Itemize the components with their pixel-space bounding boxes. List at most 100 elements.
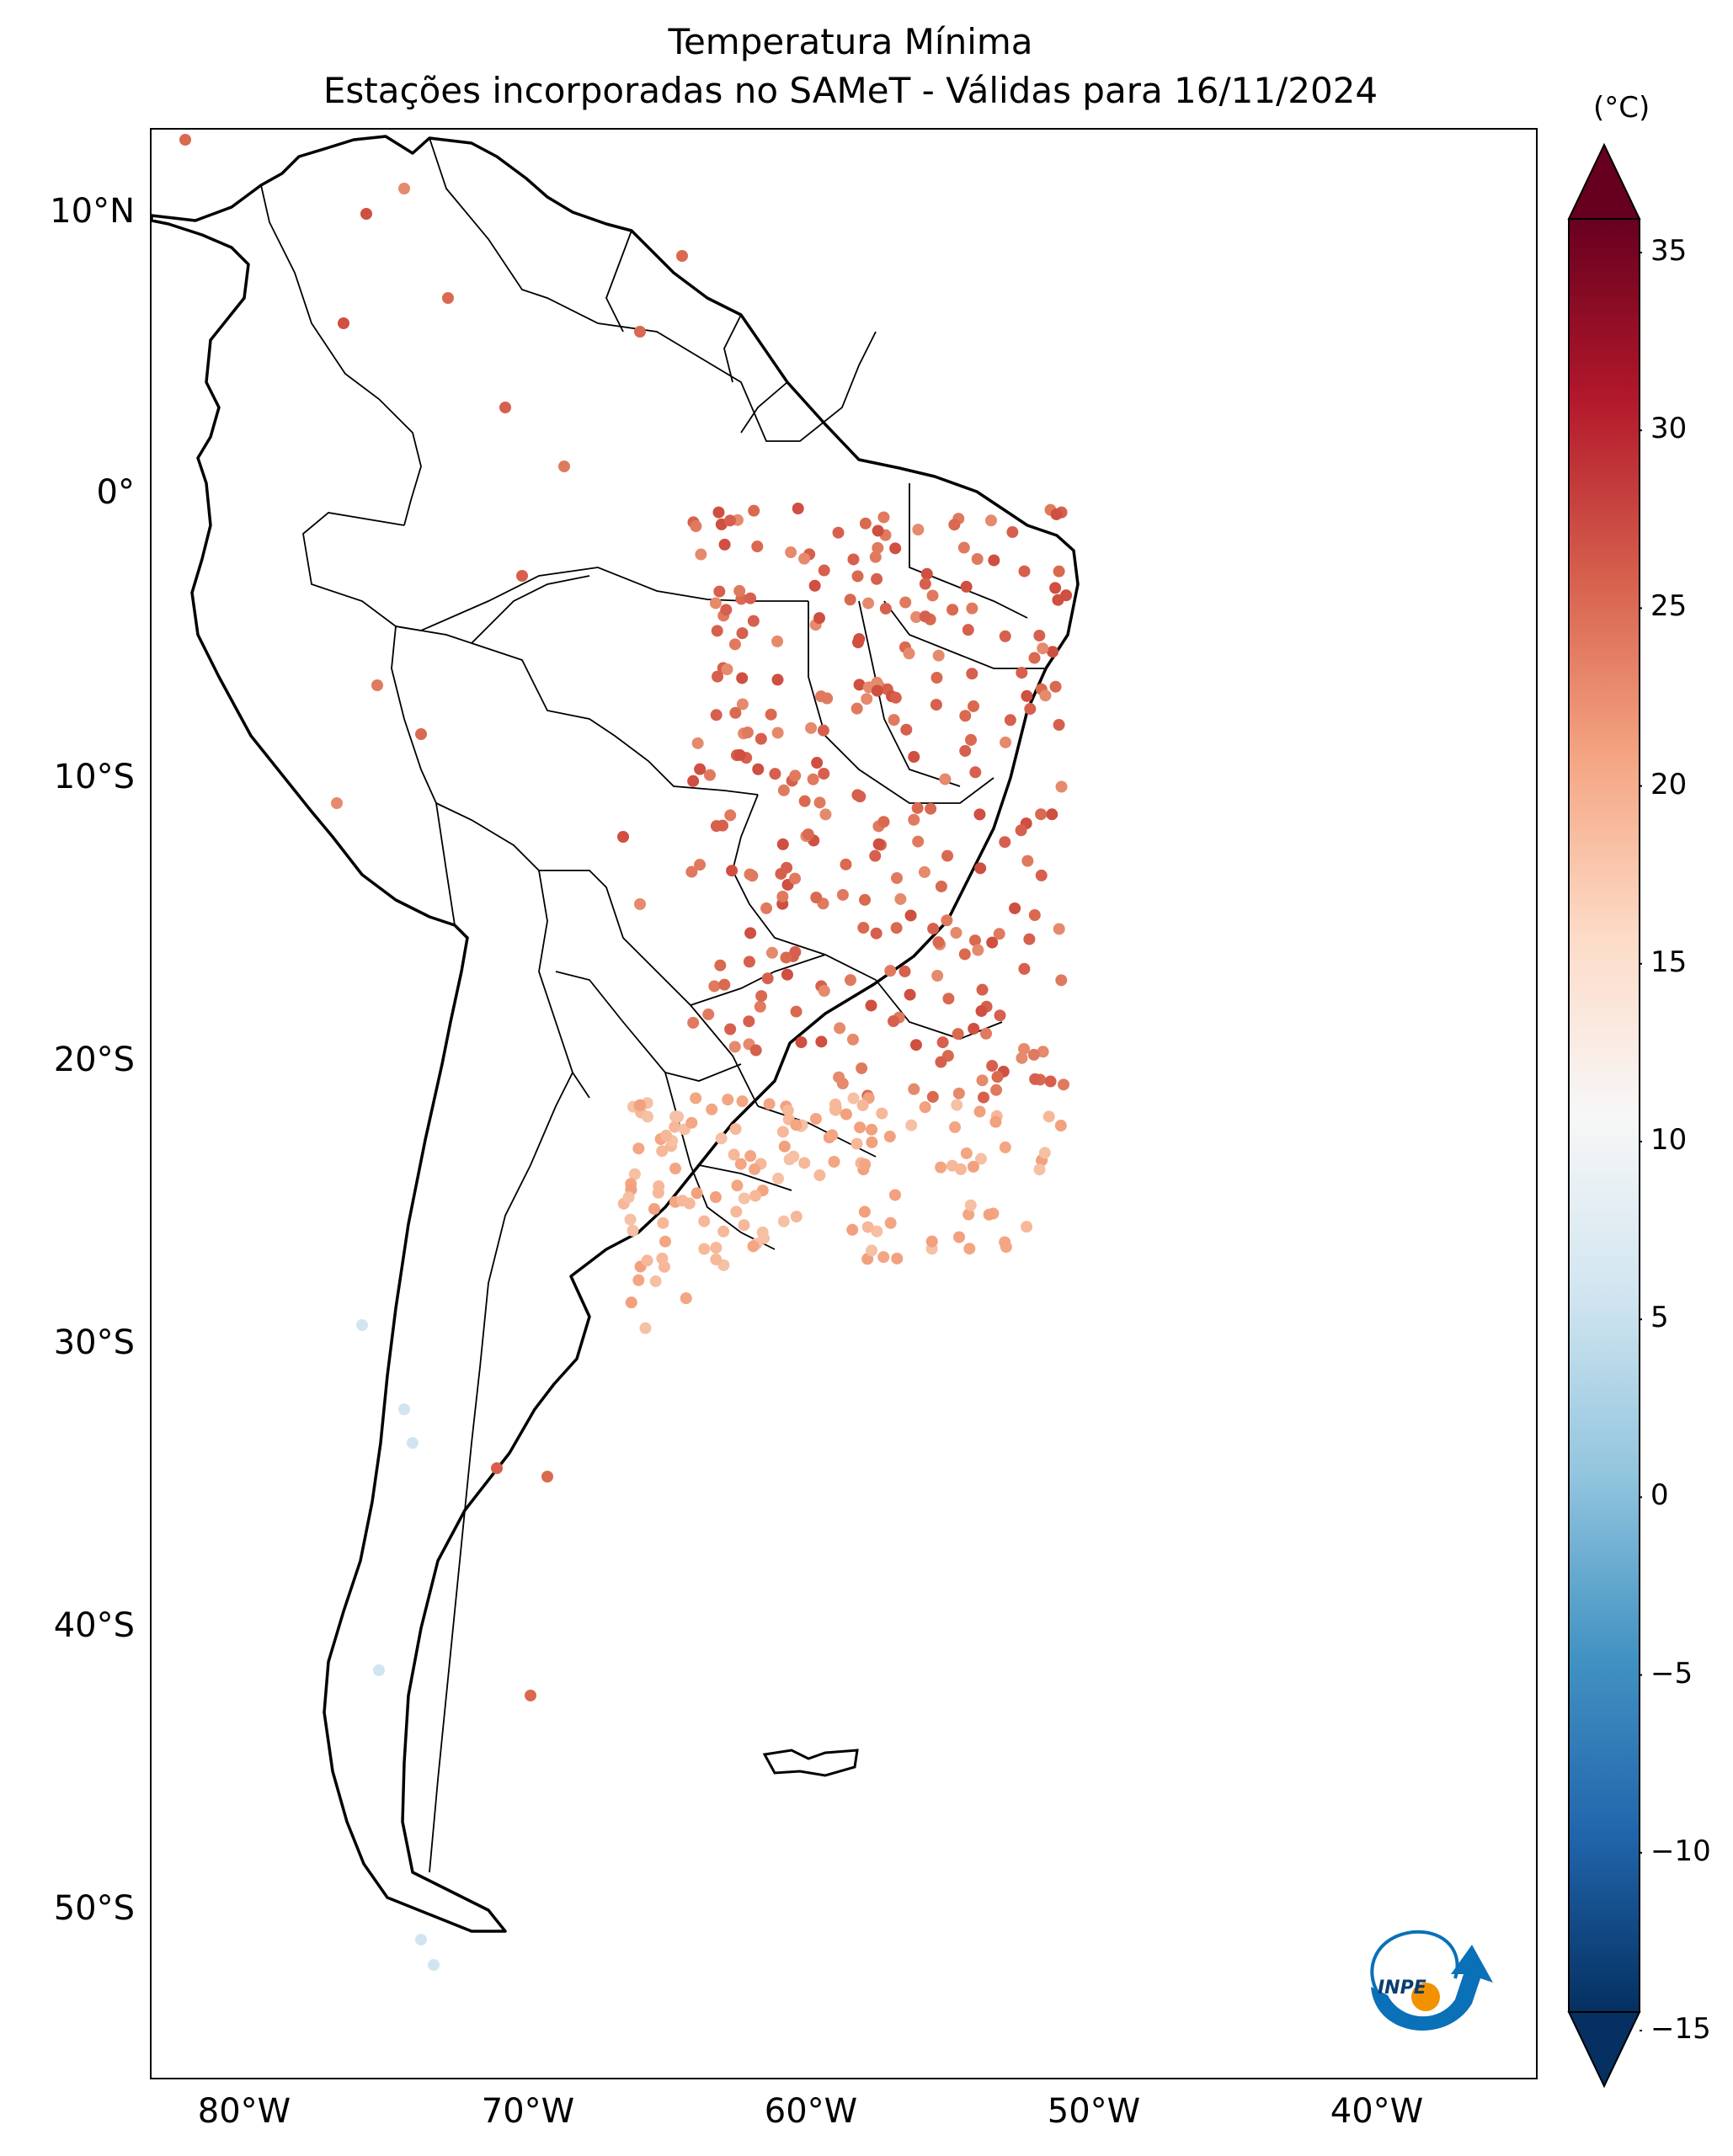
- station-marker: [809, 1112, 822, 1125]
- station-marker: [1049, 582, 1062, 594]
- colorbar-tick-label: 5: [1650, 1301, 1669, 1335]
- station-marker: [718, 978, 731, 991]
- station-marker: [730, 1206, 743, 1218]
- station-marker: [918, 865, 930, 878]
- station-marker: [491, 1462, 503, 1474]
- colorbar: [1567, 143, 1642, 2088]
- station-marker: [817, 724, 829, 737]
- station-marker: [744, 1150, 757, 1163]
- lat-label-10s: 10°S: [53, 758, 135, 796]
- station-marker: [632, 1274, 645, 1286]
- station-marker: [634, 1099, 647, 1111]
- station-marker: [760, 902, 773, 914]
- station-marker: [930, 699, 942, 711]
- station-marker: [338, 317, 349, 329]
- station-marker: [738, 1219, 750, 1232]
- station-marker: [976, 1074, 989, 1087]
- station-marker: [861, 693, 873, 705]
- station-marker: [649, 1275, 662, 1287]
- station-marker: [736, 672, 749, 684]
- station-marker: [1023, 933, 1036, 945]
- station-marker: [834, 1022, 846, 1035]
- station-marker: [728, 1041, 741, 1053]
- station-marker: [866, 1136, 878, 1148]
- station-marker: [669, 1163, 681, 1175]
- station-marker: [738, 1192, 750, 1205]
- station-marker: [983, 1208, 995, 1221]
- station-marker: [1050, 508, 1063, 520]
- station-marker: [909, 1039, 922, 1051]
- station-marker: [729, 1123, 742, 1136]
- station-marker: [1024, 703, 1037, 716]
- station-marker: [939, 773, 952, 785]
- station-marker: [829, 1104, 841, 1116]
- station-marker: [712, 506, 725, 519]
- station-marker: [813, 1169, 826, 1182]
- station-marker: [771, 727, 784, 739]
- lat-label-20s: 20°S: [53, 1041, 135, 1079]
- station-marker: [890, 922, 903, 934]
- lat-label-0: 0°: [96, 473, 135, 512]
- station-marker: [694, 859, 707, 871]
- station-marker: [1021, 1221, 1033, 1233]
- station-marker: [877, 816, 890, 828]
- lon-label-50w: 50°W: [1047, 2092, 1141, 2131]
- station-marker: [840, 858, 852, 870]
- station-marker: [959, 744, 972, 757]
- station-marker: [798, 552, 811, 565]
- station-marker: [811, 757, 824, 769]
- station-marker: [656, 1252, 669, 1264]
- station-marker: [932, 649, 945, 662]
- station-marker: [736, 627, 749, 640]
- station-marker: [765, 708, 777, 721]
- station-marker: [777, 1215, 790, 1227]
- station-marker: [628, 1168, 641, 1180]
- station-marker: [1039, 689, 1052, 702]
- station-marker: [724, 1023, 737, 1035]
- station-marker: [710, 1254, 723, 1266]
- station-marker: [869, 551, 882, 563]
- station-marker: [687, 775, 700, 787]
- station-marker: [936, 1036, 949, 1049]
- station-marker: [733, 748, 746, 761]
- station-marker: [1016, 667, 1028, 679]
- station-marker: [1021, 689, 1033, 702]
- station-marker: [871, 572, 883, 585]
- station-marker: [927, 923, 940, 935]
- station-marker: [1038, 1147, 1051, 1159]
- station-marker: [946, 604, 959, 616]
- station-marker: [1009, 902, 1021, 914]
- station-marker: [777, 784, 790, 796]
- station-marker: [771, 673, 784, 686]
- station-marker: [813, 612, 825, 625]
- falklands: [762, 1749, 859, 1777]
- station-marker: [710, 1242, 723, 1254]
- station-marker: [931, 969, 944, 982]
- station-marker: [728, 638, 741, 651]
- station-marker: [634, 326, 646, 338]
- station-marker: [755, 732, 767, 745]
- station-marker: [756, 1226, 769, 1238]
- station-marker: [866, 1123, 878, 1136]
- station-marker: [1021, 854, 1034, 867]
- station-marker: [798, 795, 811, 807]
- station-marker: [974, 1153, 987, 1165]
- station-marker: [819, 808, 832, 821]
- station-marker: [691, 737, 704, 749]
- station-marker: [1015, 824, 1027, 837]
- station-marker: [685, 865, 698, 878]
- station-marker: [925, 1235, 938, 1248]
- station-marker: [749, 1044, 762, 1057]
- station-marker: [891, 872, 904, 885]
- station-marker: [1018, 1042, 1031, 1055]
- station-marker: [627, 1224, 639, 1237]
- lat-label-40s: 40°S: [53, 1606, 135, 1645]
- station-marker: [973, 1105, 986, 1118]
- station-marker: [851, 789, 864, 801]
- station-marker: [953, 1231, 966, 1243]
- station-marker: [703, 769, 716, 781]
- station-marker: [856, 1062, 868, 1074]
- lon-label-40w: 40°W: [1330, 2092, 1424, 2131]
- station-marker: [744, 927, 757, 940]
- station-marker: [398, 183, 410, 194]
